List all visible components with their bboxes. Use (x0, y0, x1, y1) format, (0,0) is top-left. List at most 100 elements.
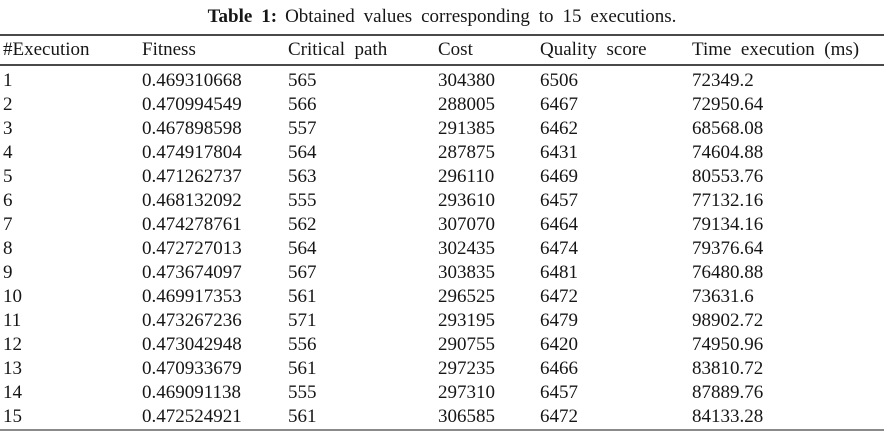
cell-cost: 293195 (438, 310, 495, 331)
cell-execution: 11 (3, 310, 22, 331)
cell-quality-score: 6472 (540, 286, 578, 307)
cell-execution: 9 (3, 262, 13, 283)
cell-fitness: 0.472727013 (142, 238, 242, 259)
cell-time-execution: 76480.88 (692, 262, 764, 283)
table-caption-text: Obtained values corresponding to 15 exec… (285, 6, 677, 27)
cell-critical-path: 566 (288, 94, 317, 115)
col-header-execution: #Execution (3, 39, 90, 60)
cell-execution: 15 (3, 406, 22, 427)
cell-execution: 8 (3, 238, 13, 259)
cell-critical-path: 555 (288, 190, 317, 211)
cell-cost: 287875 (438, 142, 495, 163)
table-row: 7 0.474278761 562 307070 6464 79134.16 (0, 213, 884, 237)
cell-time-execution: 72950.64 (692, 94, 764, 115)
cell-cost: 303835 (438, 262, 495, 283)
table-row: 4 0.474917804 564 287875 6431 74604.88 (0, 141, 884, 165)
cell-time-execution: 68568.08 (692, 118, 764, 139)
cell-time-execution: 77132.16 (692, 190, 764, 211)
cell-time-execution: 84133.28 (692, 406, 764, 427)
cell-quality-score: 6474 (540, 238, 578, 259)
cell-execution: 14 (3, 382, 22, 403)
col-header-cost: Cost (438, 39, 473, 60)
cell-fitness: 0.471262737 (142, 166, 242, 187)
cell-execution: 7 (3, 214, 13, 235)
cell-time-execution: 72349.2 (692, 70, 754, 91)
col-header-quality-score: Quality score (540, 39, 647, 60)
cell-execution: 4 (3, 142, 13, 163)
table-body: 1 0.469310668 565 304380 6506 72349.2 2 0.47099… (0, 65, 884, 430)
cell-critical-path: 567 (288, 262, 317, 283)
cell-time-execution: 98902.72 (692, 310, 764, 331)
cell-fitness: 0.469091138 (142, 382, 242, 403)
table-row: 14 0.469091138 555 297310 6457 87889.76 (0, 381, 884, 405)
table-row: 6 0.468132092 555 293610 6457 77132.16 (0, 189, 884, 213)
cell-fitness: 0.469310668 (142, 70, 242, 91)
cell-cost: 296110 (438, 166, 495, 187)
cell-critical-path: 561 (288, 286, 317, 307)
cell-critical-path: 564 (288, 238, 317, 259)
col-header-fitness: Fitness (142, 39, 196, 60)
cell-execution: 3 (3, 118, 13, 139)
cell-cost: 291385 (438, 118, 495, 139)
table-caption: Table 1: Obtained values corresponding to… (0, 0, 884, 30)
cell-fitness: 0.473674097 (142, 262, 242, 283)
cell-fitness: 0.474278761 (142, 214, 242, 235)
table-caption-label: Table 1: (207, 6, 278, 27)
cell-cost: 307070 (438, 214, 495, 235)
cell-fitness: 0.473042948 (142, 334, 242, 355)
cell-time-execution: 74950.96 (692, 334, 764, 355)
cell-quality-score: 6457 (540, 382, 578, 403)
table-row: 9 0.473674097 567 303835 6481 76480.88 (0, 261, 884, 285)
cell-fitness: 0.470933679 (142, 358, 242, 379)
cell-critical-path: 562 (288, 214, 317, 235)
table-row: 2 0.470994549 566 288005 6467 72950.64 (0, 93, 884, 117)
table-row: 15 0.472524921 561 306585 6472 84133.28 (0, 405, 884, 430)
col-header-time-execution: Time execution (ms) (692, 39, 860, 60)
cell-cost: 306585 (438, 406, 495, 427)
cell-quality-score: 6457 (540, 190, 578, 211)
cell-execution: 6 (3, 190, 13, 211)
cell-cost: 288005 (438, 94, 495, 115)
table-row: 13 0.470933679 561 297235 6466 83810.72 (0, 357, 884, 381)
cell-execution: 2 (3, 94, 13, 115)
cell-cost: 290755 (438, 334, 495, 355)
cell-execution: 12 (3, 334, 22, 355)
cell-quality-score: 6506 (540, 70, 578, 91)
cell-quality-score: 6462 (540, 118, 578, 139)
cell-quality-score: 6464 (540, 214, 578, 235)
cell-quality-score: 6472 (540, 406, 578, 427)
cell-cost: 304380 (438, 70, 495, 91)
table-row: 1 0.469310668 565 304380 6506 72349.2 (0, 65, 884, 93)
cell-fitness: 0.467898598 (142, 118, 242, 139)
cell-quality-score: 6466 (540, 358, 578, 379)
cell-cost: 302435 (438, 238, 495, 259)
cell-cost: 297235 (438, 358, 495, 379)
cell-cost: 293610 (438, 190, 495, 211)
cell-execution: 1 (3, 70, 13, 91)
cell-fitness: 0.469917353 (142, 286, 242, 307)
cell-fitness: 0.470994549 (142, 94, 242, 115)
cell-critical-path: 556 (288, 334, 317, 355)
cell-critical-path: 563 (288, 166, 317, 187)
cell-time-execution: 83810.72 (692, 358, 764, 379)
cell-critical-path: 564 (288, 142, 317, 163)
cell-time-execution: 87889.76 (692, 382, 764, 403)
col-header-critical-path: Critical path (288, 39, 388, 60)
cell-time-execution: 80553.76 (692, 166, 764, 187)
cell-cost: 297310 (438, 382, 495, 403)
cell-fitness: 0.473267236 (142, 310, 242, 331)
table-row: 12 0.473042948 556 290755 6420 74950.96 (0, 333, 884, 357)
table-row: 8 0.472727013 564 302435 6474 79376.64 (0, 237, 884, 261)
cell-quality-score: 6481 (540, 262, 578, 283)
cell-critical-path: 565 (288, 70, 317, 91)
cell-time-execution: 73631.6 (692, 286, 754, 307)
results-table: #Execution Fitness Critical path Cost Qu… (0, 34, 884, 431)
cell-quality-score: 6469 (540, 166, 578, 187)
cell-quality-score: 6479 (540, 310, 578, 331)
table-row: 5 0.471262737 563 296110 6469 80553.76 (0, 165, 884, 189)
cell-execution: 5 (3, 166, 13, 187)
cell-critical-path: 557 (288, 118, 317, 139)
table-row: 3 0.467898598 557 291385 6462 68568.08 (0, 117, 884, 141)
cell-quality-score: 6420 (540, 334, 578, 355)
